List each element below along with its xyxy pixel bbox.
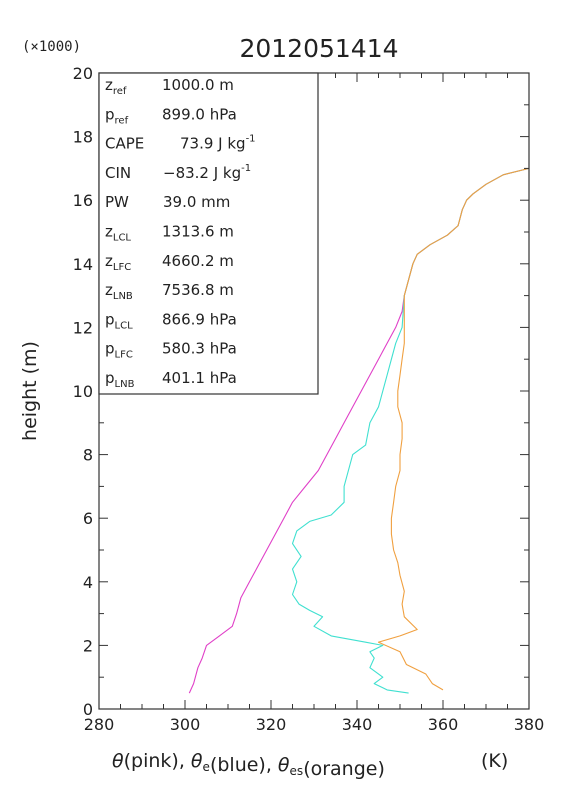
y-tick-label: 18 [73,128,93,147]
info-row-value: 1313.6 m [162,223,234,241]
info-row-symbol-main: z [105,252,113,270]
info-row-value-main: 1313.6 m [162,223,234,241]
info-row-symbol-main: z [105,281,113,299]
info-row-symbol-main: p [105,105,115,123]
info-row-value-main: 39.0 mm [163,193,230,211]
y-tick-label: 0 [83,700,93,719]
info-row-symbol-sub: LCL [113,233,132,244]
chart-title: 2012051414 [239,34,398,63]
y-tick-label: 2 [83,636,93,655]
info-row-symbol-main: CIN [105,164,131,182]
x-tick-label: 340 [342,715,373,734]
x-axis-unit: (K) [481,750,508,772]
x-tick-label: 280 [84,715,115,734]
info-row-symbol-sub: LFC [115,350,133,361]
y-tick-label: 4 [83,573,93,592]
info-row-value-main: 4660.2 m [162,252,234,270]
info-row-symbol-main: PW [105,193,129,211]
x-axis-label: θ(pink), θe(blue), θes(orange) [112,750,385,780]
info-row-symbol: pLCL [105,310,133,331]
y-multiplier-label: (×1000) [22,39,81,55]
info-row-value: 899.0 hPa [162,105,237,123]
info-row-symbol: pref [105,105,129,126]
info-row-symbol: CIN [105,164,131,182]
info-row-value-main: 866.9 hPa [162,310,237,328]
y-axis-label: height (m) [19,341,41,441]
info-row-symbol: zLFC [105,252,131,273]
info-row-symbol-sub: LNB [115,379,135,390]
info-row-symbol-sub: LFC [113,262,131,273]
info-row-value: 39.0 mm [163,193,230,211]
info-row-value: 401.1 hPa [162,369,237,387]
series-layer [188,167,530,694]
info-row-value: 580.3 hPa [162,340,237,358]
info-row-symbol: zLNB [105,281,133,302]
info-row-value: 4660.2 m [162,252,234,270]
x-tick-label: 360 [428,715,459,734]
info-row-symbol-main: z [105,223,113,241]
y-tick-label: 20 [73,64,93,83]
info-row-value-sup: -1 [241,163,251,174]
info-row-value: 7536.8 m [162,281,234,299]
y-tick-label: 14 [73,255,93,274]
info-row-value: −83.2 J kg-1 [163,163,251,182]
info-row-value-sup: -1 [246,134,256,145]
y-tick-label: 6 [83,509,93,528]
info-row-value: 73.9 J kg-1 [180,134,256,153]
info-box-frame [98,72,319,395]
info-row-symbol: PW [105,193,129,211]
info-row-symbol-main: p [105,369,115,387]
x-tick-label: 380 [514,715,545,734]
info-row-value: 866.9 hPa [162,310,237,328]
info-row-value-main: 7536.8 m [162,281,234,299]
series-line-1 [291,167,530,694]
y-tick-label: 16 [73,191,93,210]
info-row-symbol-main: p [105,340,115,358]
info-row-symbol-sub: ref [113,86,127,97]
x-label-part: θ [278,754,290,776]
x-label-part: θ [112,750,124,772]
info-row-symbol-sub: ref [115,115,129,126]
x-tick-label: 320 [256,715,287,734]
x-tick-label: 300 [170,715,201,734]
x-label-part: (pink), [124,750,191,772]
info-row-value-main: 899.0 hPa [162,105,237,123]
info-row-symbol-main: z [105,76,113,94]
info-row-symbol: pLNB [105,369,135,390]
info-row-symbol-main: CAPE [105,135,144,153]
info-row-symbol-sub: LNB [113,291,133,302]
info-row-symbol: zLCL [105,223,131,244]
y-tick-label: 8 [83,446,93,465]
x-label-part: (blue), [210,754,278,776]
info-row-symbol-main: p [105,310,115,328]
info-row-symbol: zref [105,76,127,97]
series-line-2 [377,167,530,691]
info-row-value-main: 401.1 hPa [162,369,237,387]
ticks-layer: 280 300 320 340 360 380 0 2 4 6 8 10 12 14 16 18 20 [73,64,545,734]
info-row-value: 1000.0 m [162,76,234,94]
info-row-symbol-sub: LCL [115,320,134,331]
x-label-part: (orange) [303,758,385,780]
y-tick-label: 12 [73,318,93,337]
info-row-value-main: 580.3 hPa [162,340,237,358]
info-row-value-main: 1000.0 m [162,76,234,94]
info-row-symbol: pLFC [105,340,133,361]
info-row-symbol: CAPE [105,135,144,153]
info-row-value-main: −83.2 J kg [163,164,241,182]
x-label-sub: e [203,760,210,774]
x-label-sub: es [290,764,304,778]
y-tick-label: 10 [73,382,93,401]
info-row-value-main: 73.9 J kg [180,135,246,153]
x-label-part: θ [191,750,203,772]
